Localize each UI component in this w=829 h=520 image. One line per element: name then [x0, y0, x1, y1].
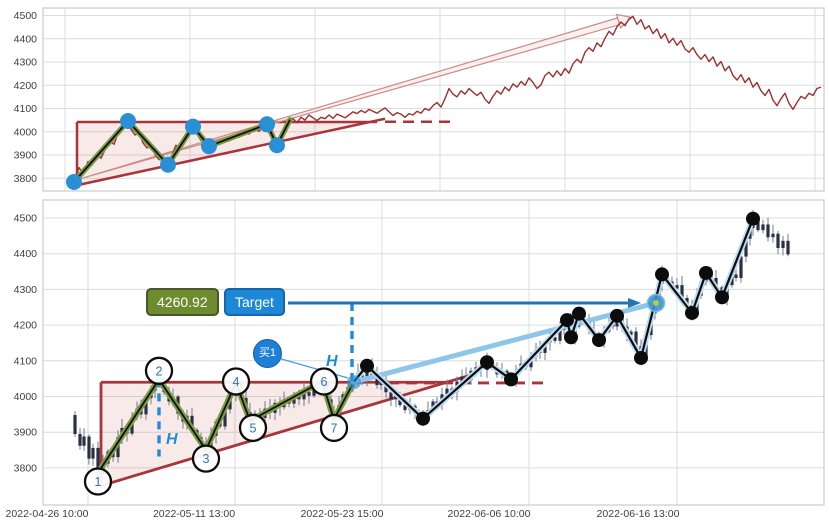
svg-text:6: 6: [321, 375, 328, 389]
svg-text:2022-06-16 13:00: 2022-06-16 13:00: [597, 508, 680, 520]
target-label-chip[interactable]: Target: [224, 288, 285, 316]
svg-text:4400: 4400: [14, 33, 38, 45]
svg-text:4000: 4000: [14, 126, 38, 138]
detail-y-tick-labels: 4500 4400 4300 4200 4100 4000 3900 3800: [14, 213, 38, 475]
svg-text:2022-04-26 10:00: 2022-04-26 10:00: [6, 508, 89, 520]
height-measure-label-2: H: [326, 353, 338, 370]
svg-text:4500: 4500: [14, 213, 38, 225]
svg-text:3900: 3900: [14, 427, 38, 439]
svg-text:2022-06-06 10:00: 2022-06-06 10:00: [448, 508, 531, 520]
svg-text:2022-05-23 15:00: 2022-05-23 15:00: [301, 508, 384, 520]
svg-text:4: 4: [233, 375, 240, 389]
buy-signal-badge[interactable]: 买1: [253, 339, 282, 368]
svg-text:4100: 4100: [14, 103, 38, 115]
svg-text:3800: 3800: [14, 462, 38, 474]
projection-arrow: [77, 13, 634, 180]
svg-text:7: 7: [331, 421, 338, 435]
overview-pivot-dots: [66, 113, 285, 190]
svg-text:3800: 3800: [14, 173, 38, 185]
pivot-number-circles: 1 2 3 4 5 6 7: [83, 356, 349, 496]
height-measure-label-1: H: [166, 431, 178, 448]
overview-grid-axes: [42, 7, 825, 192]
svg-text:4200: 4200: [14, 80, 38, 92]
target-hit-marker: [646, 293, 666, 313]
target-projection-line: [288, 297, 641, 308]
overview-y-tick-labels: 4500 4400 4300 4200 4100 4000 3900 3800: [14, 10, 38, 185]
svg-text:2022-05-11 13:00: 2022-05-11 13:00: [153, 508, 235, 520]
breakout-marker: [347, 375, 361, 390]
post-breakout-wave: [351, 211, 760, 426]
svg-text:3: 3: [203, 452, 210, 466]
breakout-trend-line: [350, 300, 659, 385]
detail-triangle-pattern: [99, 373, 474, 488]
detail-x-tick-labels: 2022-04-26 10:00 2022-05-11 13:00 2022-05-…: [6, 508, 680, 520]
svg-text:4500: 4500: [14, 10, 38, 22]
svg-text:4200: 4200: [14, 320, 38, 332]
svg-text:4400: 4400: [14, 248, 38, 260]
svg-text:3900: 3900: [14, 150, 38, 162]
svg-text:4100: 4100: [14, 355, 38, 367]
svg-text:4000: 4000: [14, 391, 38, 403]
svg-text:1: 1: [95, 475, 102, 489]
svg-text:2: 2: [156, 364, 163, 378]
svg-text:5: 5: [250, 421, 257, 435]
target-price-chip[interactable]: 4260.92: [146, 288, 219, 316]
svg-text:4300: 4300: [14, 57, 38, 69]
svg-text:4300: 4300: [14, 284, 38, 296]
detail-zigzag-pattern-line: [95, 376, 357, 476]
